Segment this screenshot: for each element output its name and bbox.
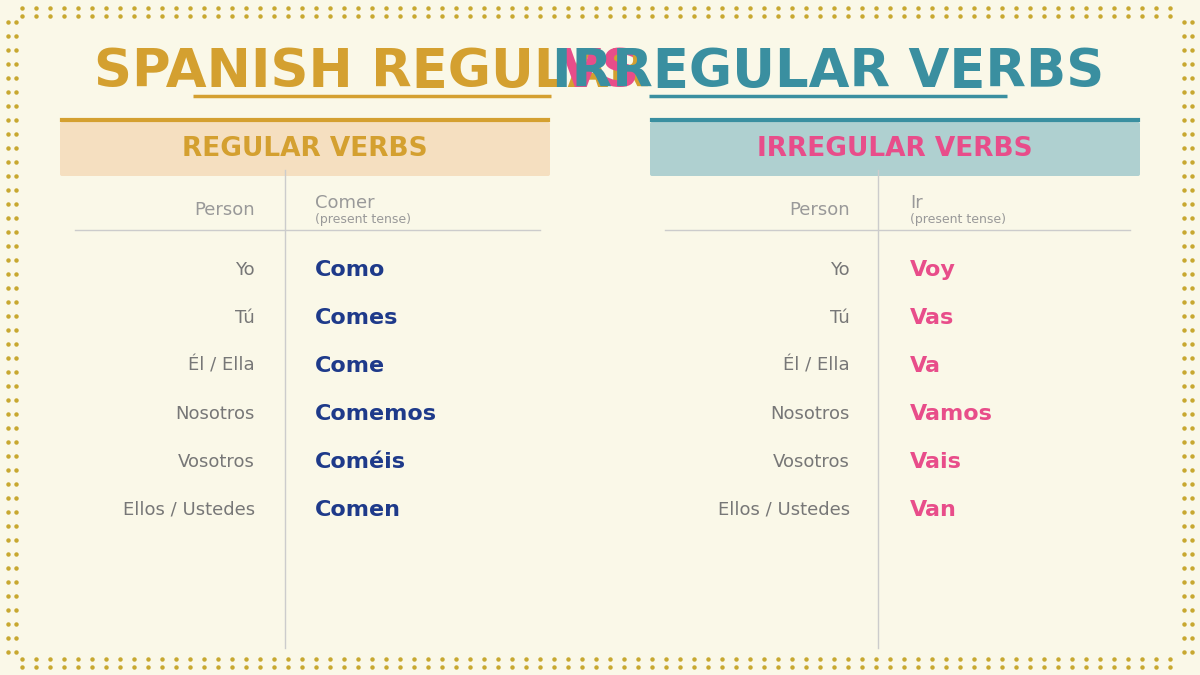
Text: Él / Ella: Él / Ella [188,357,256,375]
Text: Come: Come [314,356,385,376]
Text: Va: Va [910,356,941,376]
Text: Van: Van [910,500,956,520]
Text: Tú: Tú [235,309,256,327]
Text: Como: Como [314,260,385,280]
Text: Vas: Vas [910,308,954,328]
Text: Yo: Yo [235,261,256,279]
Text: IRREGULAR VERBS: IRREGULAR VERBS [552,46,1104,98]
Text: IRREGULAR VERBS: IRREGULAR VERBS [757,136,1033,162]
Text: Person: Person [194,201,256,219]
Text: Vais: Vais [910,452,962,472]
Text: Vosotros: Vosotros [178,453,256,471]
Text: Vosotros: Vosotros [773,453,850,471]
Text: (present tense): (present tense) [314,213,410,225]
Text: (present tense): (present tense) [910,213,1006,225]
Text: Vamos: Vamos [910,404,992,424]
Text: Ellos / Ustedes: Ellos / Ustedes [718,501,850,519]
Text: VS: VS [542,46,658,98]
Text: Comemos: Comemos [314,404,437,424]
Text: Yo: Yo [830,261,850,279]
Text: Comer: Comer [314,194,374,212]
Text: Tú: Tú [830,309,850,327]
Text: Person: Person [790,201,850,219]
FancyBboxPatch shape [60,122,550,176]
Text: Comen: Comen [314,500,401,520]
Text: Comes: Comes [314,308,398,328]
FancyBboxPatch shape [650,122,1140,176]
Text: Coméis: Coméis [314,452,406,472]
Text: Nosotros: Nosotros [770,405,850,423]
Text: REGULAR VERBS: REGULAR VERBS [182,136,428,162]
Text: Él / Ella: Él / Ella [784,357,850,375]
Text: Ir: Ir [910,194,923,212]
Text: SPANISH REGULAR: SPANISH REGULAR [95,46,649,98]
Text: Nosotros: Nosotros [175,405,256,423]
Text: Ellos / Ustedes: Ellos / Ustedes [122,501,256,519]
Text: Voy: Voy [910,260,956,280]
